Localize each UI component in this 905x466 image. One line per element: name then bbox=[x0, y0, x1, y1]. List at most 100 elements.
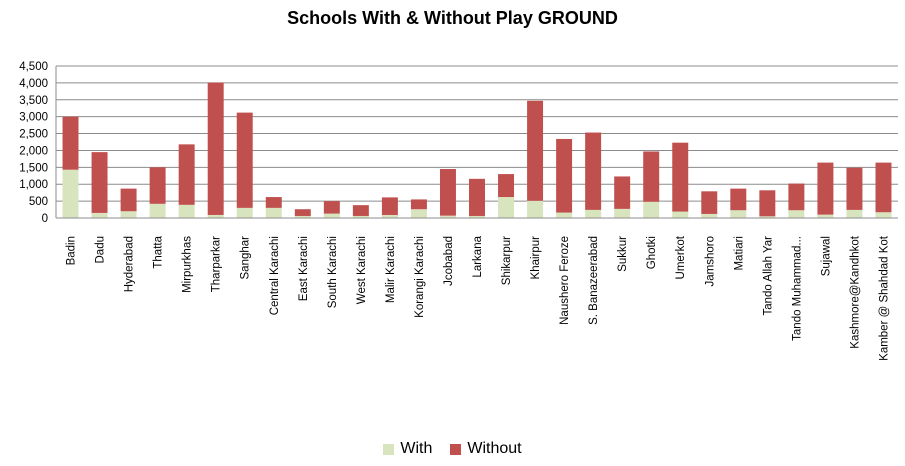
bar-with-segment bbox=[92, 213, 108, 218]
y-tick-label: 0 bbox=[42, 213, 48, 225]
x-tick-label: Badin bbox=[66, 236, 78, 265]
y-tick-label: 3,500 bbox=[19, 95, 48, 107]
bar-with-segment bbox=[846, 210, 862, 218]
bar-with-segment bbox=[730, 210, 746, 218]
y-tick-label: 4,500 bbox=[19, 61, 48, 73]
x-tick-label: Mirpurkhas bbox=[182, 236, 194, 293]
bar-without-segment bbox=[846, 168, 862, 210]
legend-item-with: With bbox=[383, 440, 432, 458]
x-tick-label: South Karachi bbox=[327, 236, 339, 308]
y-tick-label: 4,000 bbox=[19, 78, 48, 90]
bar-with-segment bbox=[817, 215, 833, 218]
bar-without-segment bbox=[324, 201, 340, 213]
y-tick-label: 2,000 bbox=[19, 145, 48, 157]
legend-swatch-without bbox=[450, 444, 461, 455]
x-tick-label: Korangi Karachi bbox=[414, 236, 426, 318]
bar-without-segment bbox=[208, 83, 224, 215]
x-tick-label: Malir Karachi bbox=[385, 236, 397, 303]
x-tick-label: Tharparkar bbox=[211, 236, 223, 292]
bar-with-segment bbox=[411, 209, 427, 218]
x-axis: Badin Dadu Hyderabad Thatta Mirpurkhas Tharpa… bbox=[56, 218, 898, 361]
bar-without-segment bbox=[237, 113, 253, 208]
x-tick-label: Tando Muhammad... bbox=[791, 236, 803, 341]
bar-with-segment bbox=[643, 202, 659, 218]
x-tick-label: Sukkur bbox=[617, 236, 629, 272]
bar-with-segment bbox=[150, 204, 166, 218]
legend-item-without: Without bbox=[450, 440, 521, 458]
x-tick-label: Thatta bbox=[153, 235, 165, 268]
bar-without-segment bbox=[382, 197, 398, 215]
legend-swatch-with bbox=[383, 444, 394, 455]
bar-without-segment bbox=[701, 191, 717, 214]
x-tick-label: Sanghar bbox=[240, 236, 252, 280]
legend-label-with: With bbox=[400, 440, 432, 458]
bar-without-segment bbox=[498, 174, 514, 197]
bar-with-segment bbox=[614, 209, 630, 218]
bar-with-segment bbox=[266, 208, 282, 218]
bar-with-segment bbox=[237, 208, 253, 218]
bar-with-segment bbox=[701, 214, 717, 218]
bar-without-segment bbox=[875, 163, 891, 213]
bar-with-segment bbox=[63, 170, 79, 218]
x-tick-label: Central Karachi bbox=[269, 236, 281, 315]
bar-without-segment bbox=[527, 101, 543, 201]
bar-without-segment bbox=[585, 133, 601, 210]
bar-with-segment bbox=[121, 211, 137, 218]
bar-without-segment bbox=[63, 117, 79, 170]
x-tick-label: Hyderabad bbox=[124, 236, 136, 292]
bar-without-segment bbox=[92, 152, 108, 213]
bar-without-segment bbox=[614, 176, 630, 208]
bar-without-segment bbox=[440, 169, 456, 216]
bar-without-segment bbox=[730, 189, 746, 211]
bar-with-segment bbox=[585, 210, 601, 218]
x-tick-label: Kamber @ Shahdad Kot bbox=[878, 235, 890, 361]
bar-with-segment bbox=[498, 197, 514, 218]
bar-without-segment bbox=[121, 189, 137, 212]
bar-with-segment bbox=[179, 205, 195, 218]
x-tick-label: Larkana bbox=[472, 235, 484, 277]
x-tick-label: S. Banazeerabad bbox=[588, 236, 600, 325]
x-tick-label: Kashmore@Kandhkot bbox=[849, 235, 861, 348]
bar-without-segment bbox=[411, 199, 427, 209]
bar-without-segment bbox=[266, 197, 282, 208]
x-tick-label: Sujawal bbox=[820, 236, 832, 276]
x-tick-label: East Karachi bbox=[298, 236, 310, 301]
x-tick-label: Tando Allah Yar bbox=[762, 236, 774, 316]
bar-with-segment bbox=[788, 210, 804, 218]
bar-without-segment bbox=[469, 179, 485, 216]
x-tick-label: Jcobabad bbox=[443, 236, 455, 286]
x-tick-label: Ghotki bbox=[646, 236, 658, 269]
y-tick-label: 1,500 bbox=[19, 162, 48, 174]
bar-without-segment bbox=[353, 205, 369, 216]
bar-without-segment bbox=[150, 167, 166, 203]
y-axis: 0 500 1,000 1,500 2,000 2,500 3,000 3,500 4,000 4… bbox=[19, 61, 56, 225]
y-tick-label: 3,000 bbox=[19, 112, 48, 124]
x-tick-label: Umerkot bbox=[675, 235, 687, 279]
bar-without-segment bbox=[295, 209, 311, 216]
bar-with-segment bbox=[672, 212, 688, 218]
y-tick-label: 2,500 bbox=[19, 129, 48, 141]
bar-with-segment bbox=[324, 214, 340, 218]
x-tick-label: Khairpur bbox=[530, 236, 542, 280]
legend: With Without bbox=[0, 440, 905, 458]
x-tick-label: Matiari bbox=[733, 236, 745, 271]
bar-without-segment bbox=[179, 144, 195, 204]
bar-without-segment bbox=[759, 190, 775, 216]
bar-without-segment bbox=[788, 184, 804, 211]
bar-without-segment bbox=[643, 151, 659, 201]
bar-with-segment bbox=[527, 201, 543, 218]
y-tick-label: 1,000 bbox=[19, 179, 48, 191]
bar-without-segment bbox=[556, 139, 572, 213]
bar-without-segment bbox=[817, 163, 833, 215]
x-tick-label: Jamshoro bbox=[704, 236, 716, 287]
x-tick-label: Shikarpur bbox=[501, 236, 513, 285]
x-tick-label: Dadu bbox=[95, 236, 107, 264]
y-tick-label: 500 bbox=[29, 196, 48, 208]
bar-without-segment bbox=[672, 143, 688, 212]
legend-label-without: Without bbox=[467, 440, 521, 458]
bar-with-segment bbox=[556, 213, 572, 218]
bar-with-segment bbox=[875, 212, 891, 218]
x-tick-label: Naushero Feroze bbox=[559, 236, 571, 325]
x-tick-label: West Karachi bbox=[356, 236, 368, 304]
